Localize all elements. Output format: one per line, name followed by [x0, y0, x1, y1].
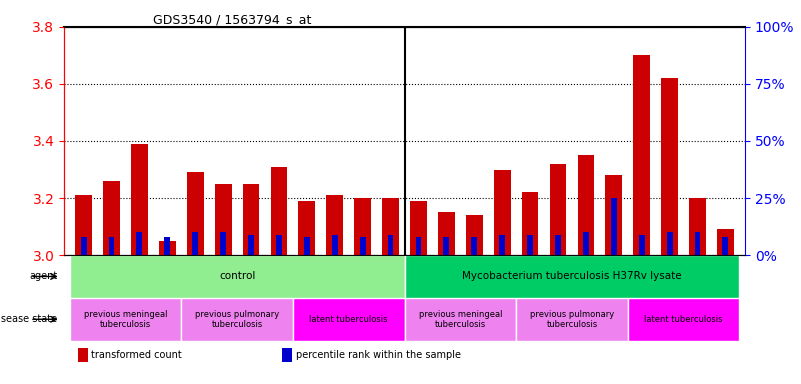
Bar	[466, 215, 483, 255]
Text: GDS3540 / 1563794_s_at: GDS3540 / 1563794_s_at	[153, 13, 311, 26]
Bar	[282, 348, 292, 362]
Text: previous pulmonary
tuberculosis: previous pulmonary tuberculosis	[195, 310, 280, 329]
Bar	[360, 237, 365, 255]
Bar	[606, 175, 622, 255]
Bar	[410, 201, 427, 255]
Text: previous meningeal
tuberculosis: previous meningeal tuberculosis	[84, 310, 167, 329]
Bar	[103, 181, 120, 255]
Bar	[276, 235, 282, 255]
FancyBboxPatch shape	[293, 298, 405, 341]
Bar	[555, 235, 561, 255]
Bar	[583, 232, 589, 255]
Bar	[332, 235, 338, 255]
Bar	[109, 237, 115, 255]
Bar	[493, 169, 510, 255]
Bar	[638, 235, 645, 255]
Text: control: control	[219, 271, 256, 281]
Bar	[689, 198, 706, 255]
FancyBboxPatch shape	[405, 255, 739, 298]
Bar	[666, 232, 673, 255]
Bar	[215, 184, 231, 255]
Bar	[382, 198, 399, 255]
Text: previous meningeal
tuberculosis: previous meningeal tuberculosis	[419, 310, 502, 329]
Bar	[521, 192, 538, 255]
Bar	[634, 55, 650, 255]
Text: percentile rank within the sample: percentile rank within the sample	[296, 350, 461, 360]
Bar	[248, 235, 254, 255]
Text: Mycobacterium tuberculosis H37Rv lysate: Mycobacterium tuberculosis H37Rv lysate	[462, 271, 682, 281]
Bar	[471, 237, 477, 255]
Bar	[159, 241, 175, 255]
Bar	[81, 237, 87, 255]
FancyBboxPatch shape	[628, 298, 739, 341]
Bar	[549, 164, 566, 255]
Bar	[75, 195, 92, 255]
Text: disease state: disease state	[0, 314, 58, 324]
Text: transformed count: transformed count	[91, 350, 182, 360]
Bar	[499, 235, 505, 255]
Bar	[723, 237, 728, 255]
FancyBboxPatch shape	[181, 298, 293, 341]
Bar	[717, 229, 734, 255]
FancyBboxPatch shape	[516, 298, 628, 341]
Text: previous pulmonary
tuberculosis: previous pulmonary tuberculosis	[529, 310, 614, 329]
Bar	[611, 198, 617, 255]
Bar	[444, 237, 449, 255]
FancyBboxPatch shape	[405, 298, 516, 341]
Bar	[354, 198, 371, 255]
Text: latent tuberculosis: latent tuberculosis	[309, 315, 388, 324]
Bar	[438, 212, 455, 255]
Bar	[192, 232, 198, 255]
Bar	[164, 237, 171, 255]
Bar	[661, 78, 678, 255]
Bar	[416, 237, 421, 255]
Bar	[694, 232, 700, 255]
Bar	[78, 348, 88, 362]
Bar	[220, 232, 226, 255]
Bar	[271, 167, 288, 255]
Bar	[527, 235, 533, 255]
Text: agent: agent	[29, 271, 58, 281]
Bar	[304, 237, 310, 255]
Bar	[578, 155, 594, 255]
FancyBboxPatch shape	[70, 255, 405, 298]
Bar	[243, 184, 260, 255]
Bar	[187, 172, 203, 255]
FancyBboxPatch shape	[70, 298, 181, 341]
Bar	[131, 144, 148, 255]
Bar	[326, 195, 343, 255]
Bar	[136, 232, 143, 255]
Bar	[299, 201, 316, 255]
Text: latent tuberculosis: latent tuberculosis	[644, 315, 723, 324]
Bar	[388, 235, 393, 255]
